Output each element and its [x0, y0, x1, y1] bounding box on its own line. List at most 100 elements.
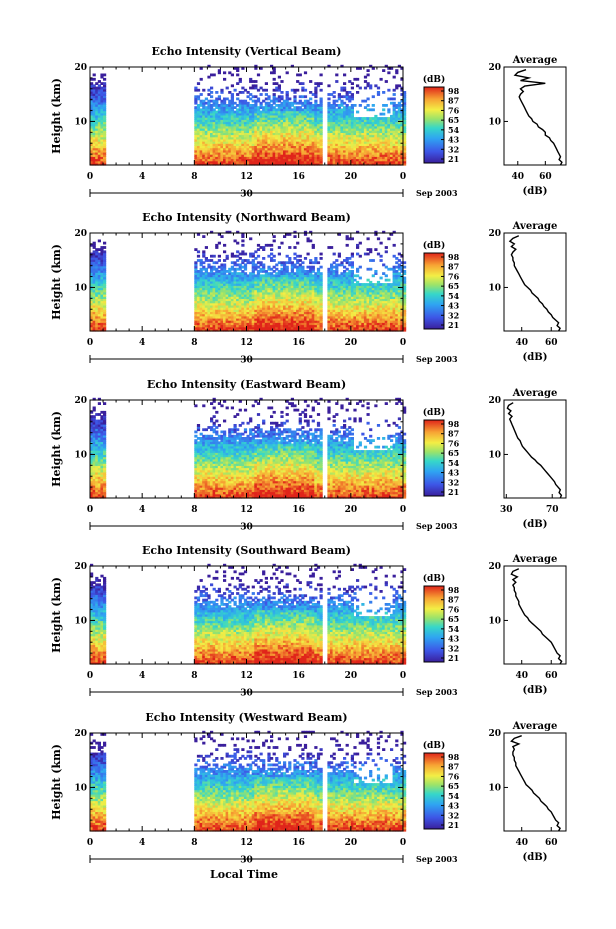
heatmap-cell — [100, 307, 104, 310]
heatmap-cell — [296, 117, 300, 120]
heatmap-cell — [277, 156, 281, 160]
heatmap-cell — [400, 151, 404, 155]
heatmap-cell — [210, 130, 214, 133]
heatmap-cell — [358, 123, 362, 127]
heatmap-cell — [369, 86, 373, 90]
heatmap-cell — [353, 154, 357, 157]
heatmap-cell — [97, 270, 101, 273]
heatmap-cell — [97, 123, 101, 127]
heatmap-cell — [345, 108, 349, 112]
heatmap-cell — [95, 313, 99, 317]
heatmap-cell — [293, 154, 297, 157]
heatmap-cell — [397, 162, 401, 166]
heatmap-cell — [288, 154, 292, 157]
heatmap-cell — [259, 119, 263, 123]
heatmap-cell — [196, 138, 201, 142]
heatmap-cell — [100, 291, 104, 295]
heatmap-cell — [92, 106, 96, 109]
heatmap-cell — [392, 104, 396, 107]
heatmap-cell — [210, 136, 214, 140]
heatmap-cell — [194, 128, 198, 131]
heatmap-cell — [233, 138, 237, 142]
heatmap-cell — [228, 145, 232, 149]
heatmap-cell — [316, 121, 321, 125]
heatmap-cell — [392, 151, 396, 155]
heatmap-cell — [353, 123, 357, 127]
heatmap-cell — [361, 130, 365, 133]
heatmap-cell — [293, 106, 297, 109]
heatmap-cell — [212, 114, 216, 118]
heatmap-cell — [384, 121, 388, 125]
heatmap-cell — [319, 149, 323, 153]
heatmap-cell — [327, 106, 331, 109]
heatmap-cell — [92, 270, 96, 273]
heatmap-cell — [95, 280, 99, 284]
heatmap-cell — [251, 143, 255, 146]
heatmap-cell — [280, 151, 284, 155]
heatmap-cell — [254, 162, 258, 166]
heatmap-cell — [97, 149, 101, 153]
heatmap-cell — [210, 162, 214, 166]
heatmap-cell — [92, 294, 96, 297]
heatmap-cell — [327, 145, 331, 149]
heatmap-cell — [319, 257, 323, 260]
heatmap-cell — [356, 121, 360, 125]
heatmap-cell — [103, 119, 107, 123]
heatmap-cell — [392, 101, 396, 105]
heatmap-cell — [392, 154, 396, 157]
heatmap-cell — [343, 145, 347, 149]
heatmap-cell — [215, 154, 219, 157]
heatmap-cell — [296, 73, 300, 77]
heatmap-cell — [92, 93, 96, 96]
heatmap-cell — [327, 114, 331, 118]
heatmap-cell — [332, 125, 336, 129]
heatmap-cell — [348, 134, 352, 138]
heatmap-cell — [395, 119, 399, 123]
heatmap-cell — [259, 158, 263, 162]
heatmap-cell — [283, 110, 287, 114]
heatmap-cell — [204, 156, 208, 160]
heatmap-cell — [92, 317, 96, 321]
heatmap-cell — [196, 154, 201, 157]
heatmap-cell — [337, 128, 341, 131]
heatmap-cell — [270, 121, 274, 125]
heatmap-cell — [95, 143, 99, 146]
heatmap-cell — [296, 138, 300, 142]
heatmap-cell — [283, 117, 287, 120]
heatmap-cell — [264, 134, 268, 138]
heatmap-cell — [100, 75, 104, 79]
heatmap-cell — [319, 104, 323, 107]
heatmap-cell — [345, 93, 349, 96]
heatmap-cell — [223, 108, 227, 112]
heatmap-cell — [387, 134, 391, 138]
heatmap-cell — [196, 119, 201, 123]
heatmap-cell — [228, 104, 232, 107]
heatmap-cell — [343, 154, 347, 157]
heatmap-cell — [95, 309, 99, 312]
heatmap-cell — [259, 149, 263, 153]
heatmap-cell — [103, 88, 107, 92]
heatmap-cell — [332, 160, 336, 164]
heatmap-cell — [199, 121, 203, 125]
heatmap-cell — [340, 121, 344, 125]
heatmap-cell — [210, 106, 214, 109]
heatmap-cell — [256, 117, 261, 120]
heatmap-cell — [100, 108, 104, 112]
heatmap-cell — [220, 91, 224, 94]
heatmap-cell — [275, 154, 279, 157]
heatmap-cell — [309, 97, 313, 101]
heatmap-cell — [220, 154, 224, 157]
heatmap-cell — [303, 125, 308, 129]
heatmap-cell — [267, 112, 271, 116]
heatmap-cell — [298, 254, 302, 258]
heatmap-cell — [384, 154, 388, 157]
heatmap-cell — [236, 134, 240, 138]
heatmap-cell — [316, 104, 321, 107]
heatmap-cell — [267, 138, 271, 142]
heatmap-cell — [283, 149, 287, 153]
heatmap-cell — [288, 156, 292, 160]
heatmap-cell — [301, 156, 305, 160]
heatmap-cell — [254, 130, 258, 133]
heatmap-cell — [348, 138, 352, 142]
heatmap-cell — [340, 132, 344, 136]
